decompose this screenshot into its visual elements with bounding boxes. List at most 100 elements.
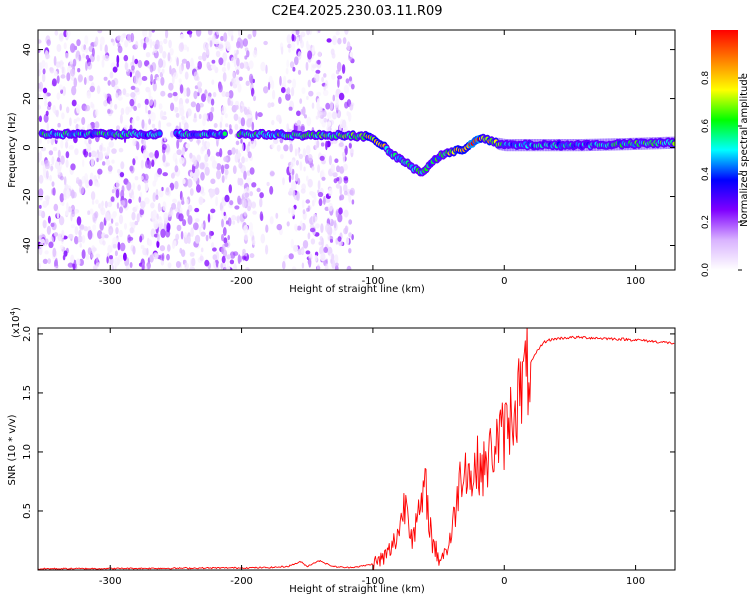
noise-speck — [243, 224, 249, 234]
spectrogram-x-tick-label: -100 — [362, 276, 385, 287]
noise-speck — [66, 106, 70, 114]
noise-speck — [165, 162, 170, 167]
noise-speck — [228, 128, 233, 135]
noise-speck — [90, 150, 97, 158]
noise-speck — [291, 206, 295, 217]
noise-speck — [53, 232, 59, 237]
noise-speck — [228, 124, 232, 130]
noise-speck — [103, 76, 108, 81]
noise-speck — [344, 101, 349, 109]
snr-frame — [37, 327, 676, 571]
noise-speck — [123, 124, 128, 130]
noise-speck — [223, 32, 228, 42]
noise-speck — [133, 74, 139, 85]
noise-speck — [348, 76, 353, 82]
noise-speck — [144, 182, 149, 192]
noise-speck — [70, 224, 76, 229]
noise-speck — [322, 109, 327, 117]
noise-speck — [158, 189, 164, 198]
noise-speck — [291, 173, 294, 181]
noise-speck — [280, 46, 284, 55]
noise-speck — [260, 61, 266, 72]
noise-speck — [233, 263, 237, 270]
noise-speck — [63, 42, 67, 50]
noise-speck — [85, 54, 90, 60]
noise-speck — [303, 166, 306, 172]
noise-speck — [205, 234, 209, 242]
noise-speck — [156, 240, 160, 248]
noise-speck — [224, 113, 228, 119]
noise-speck — [243, 211, 247, 217]
noise-speck — [135, 205, 139, 210]
noise-speck — [124, 93, 130, 97]
noise-speck — [193, 71, 199, 81]
noise-speck — [320, 142, 325, 147]
noise-speck — [135, 40, 139, 49]
noise-speck — [129, 165, 134, 172]
noise-speck — [116, 62, 119, 68]
noise-speck — [45, 62, 48, 70]
noise-speck — [337, 213, 343, 223]
noise-speck — [174, 106, 179, 113]
noise-speck — [105, 153, 109, 160]
spectrogram-x-tick-label: -200 — [230, 276, 253, 287]
noise-speck — [209, 188, 215, 198]
noise-speck — [77, 68, 81, 73]
noise-speck — [222, 52, 228, 62]
noise-speck — [257, 112, 263, 118]
noise-speck — [172, 91, 178, 97]
noise-speck — [92, 265, 98, 270]
noise-speck — [51, 156, 55, 166]
noise-speck — [194, 207, 200, 213]
noise-speck — [200, 171, 205, 181]
noise-speck — [282, 177, 285, 186]
noise-speck — [285, 93, 291, 101]
noise-speck — [145, 160, 150, 169]
noise-speck — [137, 184, 141, 191]
noise-speck — [81, 234, 86, 244]
noise-speck — [38, 69, 41, 77]
noise-speck — [127, 234, 131, 244]
noise-speck — [251, 182, 257, 188]
noise-speck — [117, 168, 121, 174]
noise-speck — [155, 194, 159, 201]
noise-speck — [278, 96, 282, 104]
noise-speck — [275, 212, 279, 219]
noise-speck — [144, 98, 149, 106]
noise-speck — [251, 121, 255, 131]
noise-speck — [269, 185, 274, 195]
noise-speck — [82, 159, 85, 168]
noise-speck — [152, 41, 156, 47]
noise-speck — [238, 116, 242, 125]
noise-speck — [176, 139, 180, 149]
noise-speck — [62, 86, 66, 96]
noise-speck — [246, 144, 250, 154]
noise-speck — [222, 227, 227, 236]
noise-speck — [124, 62, 128, 71]
noise-speck — [276, 223, 283, 231]
snr-y-scale: (x104) — [9, 307, 22, 338]
noise-speck — [185, 98, 190, 104]
noise-speck — [90, 253, 94, 259]
noise-speck — [55, 61, 61, 68]
noise-speck — [109, 71, 114, 79]
noise-speck — [232, 220, 236, 225]
noise-speck — [212, 254, 218, 261]
noise-speck — [307, 154, 313, 162]
noise-speck — [104, 93, 108, 100]
noise-speck — [56, 75, 60, 84]
noise-speck — [191, 257, 196, 267]
noise-speck — [306, 40, 309, 50]
noise-speck — [161, 186, 164, 192]
spectrogram-ridge — [38, 128, 675, 177]
noise-speck — [52, 146, 58, 152]
noise-speck — [267, 102, 272, 109]
noise-speck — [263, 40, 268, 46]
noise-speck — [50, 165, 54, 171]
noise-speck — [208, 111, 214, 122]
noise-speck — [129, 262, 133, 268]
noise-speck — [291, 33, 295, 42]
noise-speck — [166, 122, 172, 127]
noise-speck — [288, 48, 291, 53]
noise-speck — [141, 76, 148, 81]
